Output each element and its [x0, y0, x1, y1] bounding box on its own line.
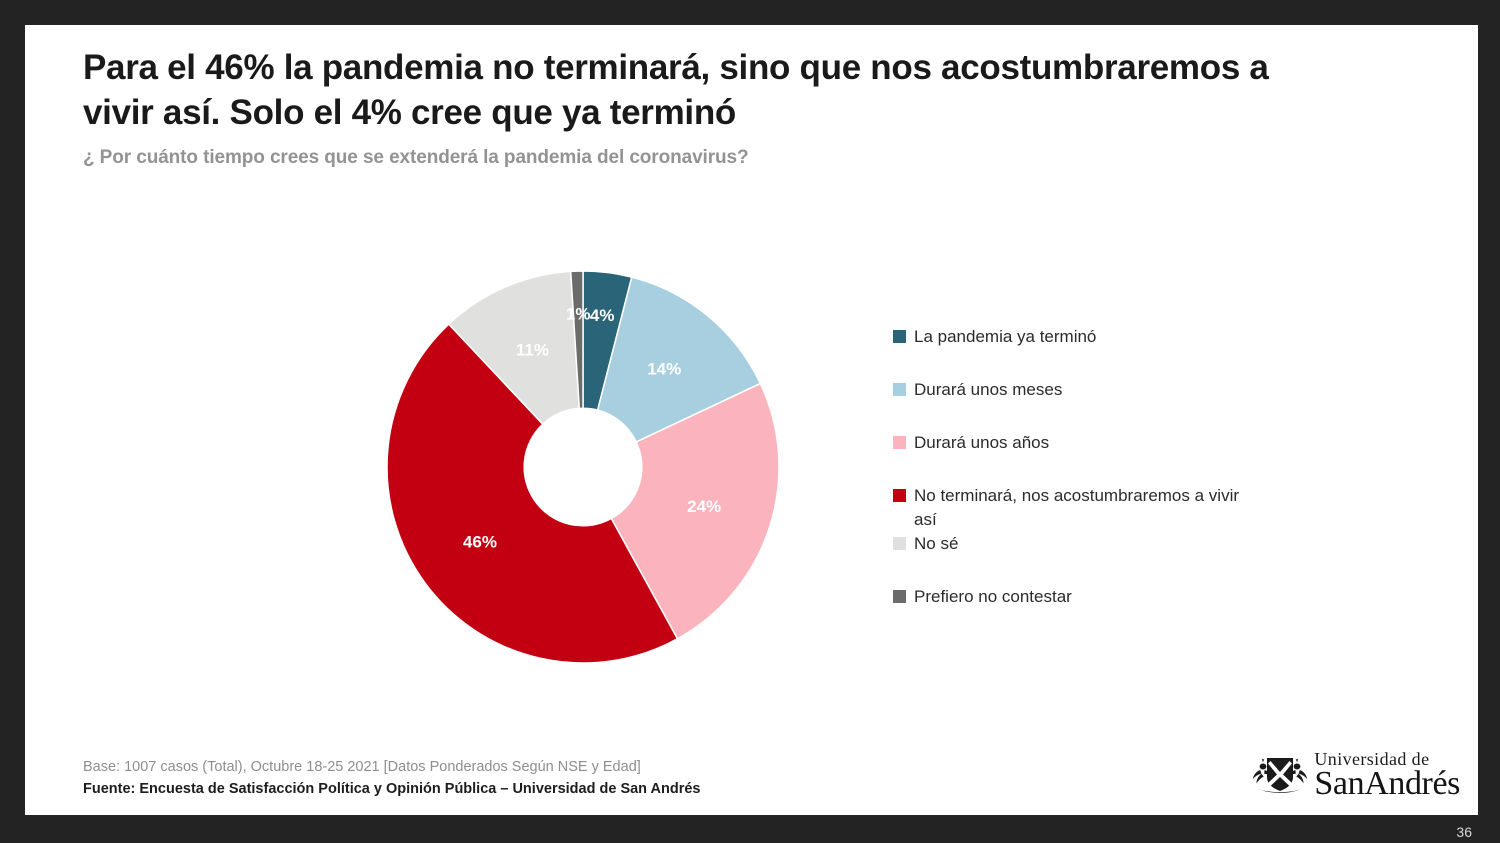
logo-line-1: Universidad de: [1314, 749, 1430, 769]
slide-canvas: Para el 46% la pandemia no terminará, si…: [25, 25, 1478, 815]
page-subtitle: ¿ Por cuánto tiempo crees que se extende…: [83, 147, 749, 168]
university-logo: Universidad de SanAndrés: [1252, 750, 1460, 801]
legend-item-no-terminara[interactable]: No terminará, nos acostumbraremos a vivi…: [893, 484, 1313, 532]
donut-slice[interactable]: [569, 270, 584, 410]
donut-slice-label: 46%: [463, 532, 497, 551]
donut-data-labels: 4% 14% 24% 46% 11% 1%: [463, 305, 721, 552]
donut-slice-label: 4%: [590, 306, 615, 325]
legend-item-label: No sé: [914, 534, 959, 553]
footer-base-note: Base: 1007 casos (Total), Octubre 18-25 …: [83, 759, 641, 775]
page-title: Para el 46% la pandemia no terminará, si…: [83, 48, 1269, 132]
legend-item-no-se[interactable]: No sé: [893, 532, 1313, 585]
legend-item-unos-anos[interactable]: Durará unos años: [893, 431, 1313, 484]
donut-slice-label: 1%: [566, 305, 591, 324]
legend-swatch-icon: [893, 590, 906, 603]
legend-swatch-icon: [893, 436, 906, 449]
legend-swatch-icon: [893, 330, 906, 343]
donut-slice[interactable]: [610, 382, 780, 640]
donut-slice[interactable]: [447, 270, 581, 426]
legend-swatch-icon: [893, 537, 906, 550]
header-block: Para el 46% la pandemia no terminará, si…: [83, 45, 1423, 169]
donut-chart: 4% 14% 24% 46% 11% 1%: [383, 267, 783, 667]
legend-swatch-icon: [893, 383, 906, 396]
page-number: 36: [1456, 824, 1472, 840]
legend-item-unos-meses[interactable]: Durará unos meses: [893, 378, 1313, 431]
donut-slice-label: 24%: [687, 497, 721, 516]
donut-slice-label: 11%: [516, 341, 549, 360]
chart-area: 4% 14% 24% 46% 11% 1% La pandemia ya terminó …: [25, 25, 1478, 815]
logo-text: Universidad de SanAndrés: [1314, 750, 1460, 801]
legend-item-pandemia-ya-termino[interactable]: La pandemia ya terminó: [893, 325, 1313, 378]
legend-item-label: Durará unos años: [914, 433, 1050, 452]
footer-source-note: Fuente: Encuesta de Satisfacción Polític…: [83, 781, 701, 797]
legend-item-label: Durará unos meses: [914, 380, 1063, 399]
donut-svg: 4% 14% 24% 46% 11% 1%: [386, 270, 780, 664]
legend-swatch-icon: [893, 489, 906, 502]
footer-block: Base: 1007 casos (Total), Octubre 18-25 …: [83, 759, 983, 797]
shield-saltire-icon: [1253, 757, 1308, 793]
donut-slice-label: 14%: [647, 359, 681, 378]
legend-item-label: No terminará, nos acostumbraremos a vivi…: [914, 486, 1240, 529]
legend-item-prefiero-no-contestar[interactable]: Prefiero no contestar: [893, 585, 1313, 638]
chart-legend: La pandemia ya terminó Durará unos meses…: [893, 325, 1313, 638]
legend-item-label: Prefiero no contestar: [914, 587, 1072, 606]
donut-slices: [386, 270, 780, 664]
legend-item-label: La pandemia ya terminó: [914, 327, 1097, 346]
donut-slice[interactable]: [596, 276, 762, 443]
donut-slice[interactable]: [386, 323, 679, 664]
logo-line-2: SanAndrés: [1314, 765, 1460, 802]
